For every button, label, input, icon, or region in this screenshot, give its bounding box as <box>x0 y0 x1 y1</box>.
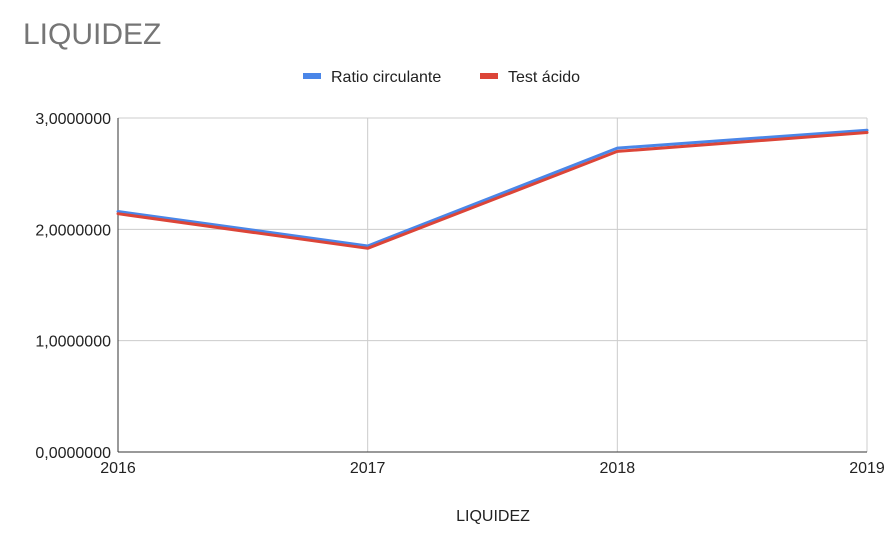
series-layer <box>116 128 869 250</box>
y-tick-label: 3,0000000 <box>35 111 111 128</box>
y-tick-labels: 0,0000000 1,0000000 2,0000000 3,0000000 <box>35 111 111 462</box>
axes <box>117 118 867 453</box>
x-tick-label: 2019 <box>849 460 885 477</box>
grid-lines <box>118 117 868 452</box>
x-tick-label: 2017 <box>350 460 386 477</box>
y-tick-label: 0,0000000 <box>35 445 111 462</box>
x-tick-labels: 2016 2017 2018 2019 <box>100 460 885 477</box>
y-tick-label: 1,0000000 <box>35 334 111 351</box>
chart-title: LIQUIDEZ <box>23 18 162 51</box>
x-tick-label: 2018 <box>600 460 636 477</box>
x-tick-label: 2016 <box>100 460 136 477</box>
legend: Ratio circulante Test ácido <box>303 69 580 86</box>
y-tick-label: 2,0000000 <box>35 222 111 239</box>
series-line-test-acido <box>116 131 869 250</box>
legend-label-test-acido: Test ácido <box>508 69 580 86</box>
legend-label-ratio-circulante: Ratio circulante <box>331 69 441 86</box>
x-axis-title: LIQUIDEZ <box>456 508 530 525</box>
series-line-ratio-circulante <box>116 128 869 248</box>
